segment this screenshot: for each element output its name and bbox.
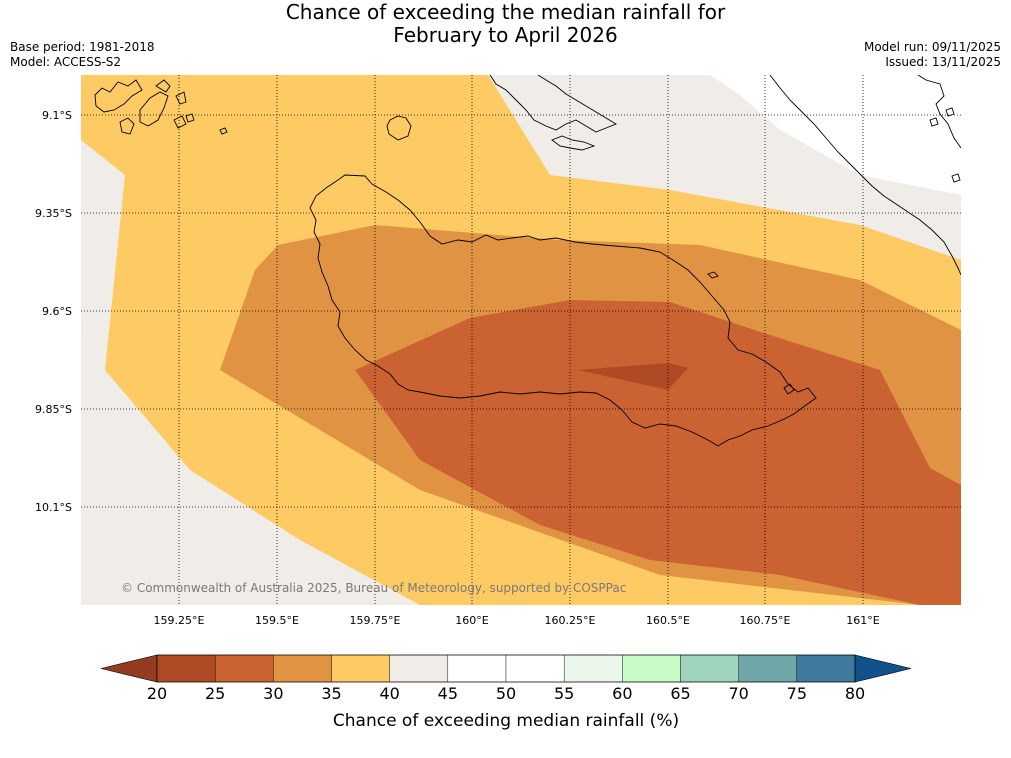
- colorbar-tick-label: 60: [612, 684, 632, 703]
- colorbar-tick-label: 40: [379, 684, 399, 703]
- band-25-30: [355, 300, 961, 605]
- colorbar: 20 25 30 35 40 45 50 55 60 65 70 75 80 Chance of exc…: [100, 654, 912, 731]
- colorbar-tick-label: 70: [728, 684, 748, 703]
- run-info: Model run: 09/11/2025 Issued: 13/11/2025: [864, 40, 1001, 70]
- colorbar-tick-label: 45: [438, 684, 458, 703]
- colorbar-tick-label: 65: [670, 684, 690, 703]
- colorbar-cell: [622, 654, 681, 683]
- longitude-labels: 159.25°E 159.5°E 159.75°E 160°E 160.25°E…: [154, 614, 880, 627]
- colorbar-cell: [389, 654, 449, 683]
- islet-coast: [707, 271, 719, 279]
- colorbar-tick-label: 80: [845, 684, 865, 703]
- lon-label: 161°E: [846, 614, 879, 627]
- lon-label: 160.5°E: [646, 614, 690, 627]
- colorbar-cell: [563, 654, 623, 683]
- coastlines: [94, 75, 961, 447]
- malaita-islets-coast: [929, 107, 961, 183]
- colorbar-cell: [505, 654, 565, 683]
- guadalcanal-coast: [309, 174, 817, 447]
- gridlines: [81, 75, 961, 605]
- colorbar-cell: [796, 654, 856, 683]
- latitude-labels: 9.1°S 9.35°S 9.6°S 9.85°S 10.1°S: [35, 109, 72, 514]
- colorbar-tick-label: 75: [787, 684, 807, 703]
- colorbar-frame: [156, 654, 856, 683]
- colorbar-cell: [738, 654, 798, 683]
- copyright-notice: © Commonwealth of Australia 2025, Bureau…: [121, 581, 626, 595]
- colorbar-over-arrow: [854, 654, 912, 683]
- colorbar-cells: [156, 654, 856, 683]
- east-islet-coast: [783, 383, 795, 395]
- colorbar-cell: [447, 654, 507, 683]
- colorbar-tick-label: 20: [147, 684, 167, 703]
- colorbar-tick-label: 55: [554, 684, 574, 703]
- lon-label: 160.25°E: [545, 614, 596, 627]
- model-name-text: Model: ACCESS-S2: [10, 55, 122, 69]
- lon-label: 159.5°E: [255, 614, 299, 627]
- colorbar-cell: [214, 654, 274, 683]
- lat-label: 9.1°S: [42, 109, 72, 122]
- colorbar-tick-label: 35: [321, 684, 341, 703]
- lat-label: 10.1°S: [35, 501, 72, 514]
- malaita-coast: [769, 75, 961, 276]
- band-20-25: [578, 363, 688, 390]
- colorbar-under-arrow: [100, 654, 158, 683]
- base-period-text: Base period: 1981-2018: [10, 40, 155, 54]
- unshaded-area: [710, 75, 961, 195]
- colorbar-ticks: 20 25 30 35 40 45 50 55 60 65 70 75 80: [147, 684, 865, 703]
- florida-islands-coast: [489, 75, 618, 151]
- colorbar-tick-label: 50: [496, 684, 516, 703]
- lon-label: 160°E: [455, 614, 488, 627]
- colorbar-cell: [680, 654, 739, 683]
- colorbar-tick-label: 25: [205, 684, 225, 703]
- russell-islands-coast: [94, 79, 195, 135]
- colorbar-title: Chance of exceeding median rainfall (%): [333, 711, 679, 731]
- map-title-line2: February to April 2026: [393, 23, 618, 47]
- lat-label: 9.85°S: [35, 403, 72, 416]
- colorbar-tick-label: 30: [263, 684, 283, 703]
- map-title-line1: Chance of exceeding the median rainfall …: [285, 0, 726, 24]
- savo-island-coast: [386, 115, 412, 141]
- lon-label: 159.25°E: [154, 614, 205, 627]
- colorbar-cell: [331, 654, 390, 683]
- colorbar-cell: [273, 654, 332, 683]
- map-panel: [81, 75, 961, 605]
- lon-label: 160.75°E: [740, 614, 791, 627]
- model-info: Base period: 1981-2018 Model: ACCESS-S2: [10, 40, 155, 70]
- model-run-text: Model run: 09/11/2025: [863, 40, 1001, 54]
- issued-text: Issued: 13/11/2025: [885, 55, 1001, 69]
- lat-label: 9.6°S: [42, 305, 72, 318]
- lat-label: 9.35°S: [35, 207, 72, 220]
- lon-label: 159.75°E: [350, 614, 401, 627]
- small-islet-coast: [219, 127, 228, 135]
- colorbar-cell: [156, 654, 216, 683]
